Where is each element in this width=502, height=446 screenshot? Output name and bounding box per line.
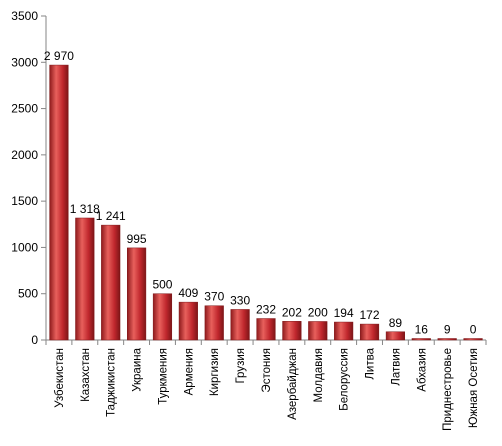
category-label: Таджикистан — [106, 348, 118, 417]
category-label: Туркмения — [157, 348, 169, 405]
bar — [334, 321, 354, 341]
bars — [49, 64, 483, 341]
data-label: 1 241 — [96, 209, 126, 223]
category-label: Латвия — [390, 348, 402, 386]
bar — [437, 338, 457, 341]
category-label: Абхазия — [416, 348, 428, 392]
category-label: Казахстан — [80, 348, 92, 402]
y-tick-label: 1500 — [11, 194, 38, 208]
bar — [463, 338, 483, 341]
category-label: Эстония — [261, 348, 273, 393]
bar — [49, 64, 69, 341]
bar — [101, 224, 121, 341]
category-label: Молдавия — [313, 348, 325, 402]
bar — [359, 323, 380, 341]
bar — [127, 247, 147, 341]
category-label: Литва — [365, 347, 377, 379]
data-label: 232 — [256, 303, 276, 317]
bar — [256, 318, 276, 341]
bar — [411, 338, 431, 341]
category-labels: Узбекистан Казахстан Таджикистан Украина Тур… — [54, 347, 480, 430]
category-label: Белоруссия — [339, 348, 351, 411]
bar — [204, 305, 224, 341]
data-label: 9 — [444, 323, 451, 337]
y-tick-label: 0 — [31, 333, 38, 347]
bar — [308, 321, 328, 341]
data-label: 0 — [470, 323, 477, 337]
data-label: 995 — [127, 232, 147, 246]
bar — [385, 331, 405, 341]
y-tick-label: 2500 — [11, 102, 38, 116]
category-label: Азербайджан — [287, 348, 299, 420]
data-label: 330 — [230, 293, 250, 307]
category-label: Киргизия — [209, 348, 221, 396]
data-label: 202 — [282, 305, 302, 319]
bar — [75, 217, 95, 341]
bar — [230, 309, 250, 341]
bar — [152, 293, 173, 341]
category-label: Приднестровье — [442, 348, 454, 431]
data-label: 200 — [308, 305, 328, 319]
y-tick-label: 1000 — [11, 240, 38, 254]
data-label: 2 970 — [44, 49, 74, 63]
category-label: Южная Осетия — [468, 348, 480, 428]
y-tick-label: 3000 — [11, 55, 38, 69]
y-tick-label: 500 — [18, 287, 38, 301]
data-label: 1 318 — [70, 202, 100, 216]
data-label: 172 — [360, 308, 380, 322]
data-label: 194 — [334, 306, 354, 320]
data-label: 89 — [389, 316, 403, 330]
bar — [282, 321, 302, 341]
category-label: Армения — [183, 348, 195, 395]
category-label: Узбекистан — [54, 348, 66, 408]
data-label: 370 — [204, 290, 224, 304]
category-label: Украина — [132, 347, 144, 391]
y-tick-label: 2000 — [11, 148, 38, 162]
y-tick-label: 3500 — [11, 9, 38, 23]
data-label: 409 — [178, 286, 198, 300]
data-label: 500 — [152, 278, 172, 292]
bar — [178, 301, 198, 341]
category-label: Грузия — [235, 348, 247, 384]
data-label: 16 — [415, 323, 429, 337]
